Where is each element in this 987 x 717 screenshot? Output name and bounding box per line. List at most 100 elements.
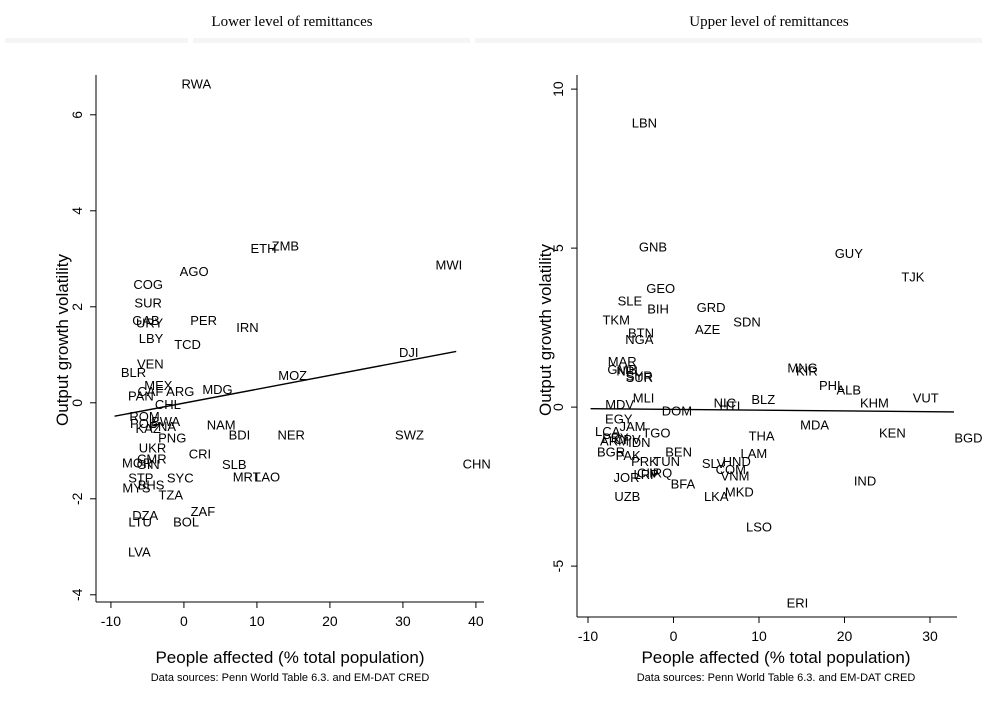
data-point-label: CMR <box>137 451 167 466</box>
data-point-label: SLE <box>618 294 643 309</box>
y-tick-label: 2 <box>69 303 85 311</box>
data-point-label: SYC <box>167 471 194 486</box>
data-point-label: TZA <box>158 487 183 502</box>
data-point-label: NIC <box>714 395 736 410</box>
data-point-label: KEN <box>879 426 906 441</box>
x-tick-label: 20 <box>837 628 853 644</box>
data-point-label: MYS <box>122 480 151 495</box>
data-point-label: SUR <box>134 295 161 310</box>
data-point-label: BGD <box>954 430 982 445</box>
fit-line <box>114 350 457 417</box>
data-point-label: GEO <box>646 281 675 296</box>
data-point-label: ARG <box>166 384 194 399</box>
data-point-label: COG <box>133 277 163 292</box>
data-point-label: BTN <box>628 325 654 340</box>
data-point-label: TJK <box>901 270 924 285</box>
data-point-label: LKA <box>704 489 729 504</box>
y-tick-label: 6 <box>69 111 85 119</box>
y-tick-label: -4 <box>69 588 85 601</box>
data-point-label: MLI <box>633 391 655 406</box>
data-point-label: BHS <box>138 477 165 492</box>
data-point-label: SYR <box>626 368 653 383</box>
data-point-label: CRI <box>189 447 211 462</box>
data-point-label: GMB <box>607 362 637 377</box>
x-tick-label: 40 <box>468 613 484 629</box>
data-point-label: AGO <box>180 264 209 279</box>
data-point-label: IDN <box>628 435 650 450</box>
data-point-label: MOR <box>122 455 152 470</box>
data-point-label: MRT <box>233 470 261 485</box>
x-tick-label: -10 <box>578 628 598 644</box>
data-point-label: MKD <box>725 484 754 499</box>
x-tick-label: -10 <box>101 613 121 629</box>
data-point-label: LBY <box>139 331 164 346</box>
data-point-label: MDV <box>605 397 634 412</box>
data-point-label: UKR <box>139 440 166 455</box>
data-point-label: CIV <box>637 465 659 480</box>
data-point-label: TUN <box>653 454 680 469</box>
data-point-label: MNG <box>787 360 817 375</box>
tick-group: -10 0 10 20 30 40 -4 -2 0 2 4 6 <box>69 111 484 629</box>
data-point-label: MWI <box>436 258 463 273</box>
x-axis-label: People affected (% total population) <box>155 648 424 667</box>
data-point-label: SLB <box>222 457 247 472</box>
data-point-label: KIR <box>796 364 818 379</box>
y-tick-label: 5 <box>550 244 566 252</box>
data-point-label: PNA <box>149 419 176 434</box>
x-tick-label: 10 <box>249 613 265 629</box>
data-point-label: ZAF <box>191 504 216 519</box>
data-point-label: ETH <box>250 241 276 256</box>
data-point-label: TCD <box>174 337 201 352</box>
x-tick-label: 30 <box>922 628 938 644</box>
title-band-left <box>5 38 188 43</box>
data-point-label: BGR <box>597 445 625 460</box>
data-point-label: KHM <box>860 395 889 410</box>
data-point-label: VEN <box>137 356 164 371</box>
data-point-label: CHN <box>463 456 491 471</box>
y-axis-label: Output growth volatility <box>536 244 555 416</box>
data-point-label: THA <box>749 429 775 444</box>
data-point-label: MAR <box>608 354 637 369</box>
data-point-label: VUT <box>913 391 939 406</box>
data-point-label: GNB <box>639 240 667 255</box>
title-band-mid <box>193 38 470 43</box>
data-point-label: GAB <box>132 313 159 328</box>
data-point-label: HTI <box>719 399 740 414</box>
data-point-label: POL <box>130 416 156 431</box>
data-point-label: LAO <box>254 470 280 485</box>
y-tick-label: 10 <box>550 81 566 97</box>
data-point-label: MEX <box>144 378 173 393</box>
x-tick-label: 30 <box>395 613 411 629</box>
data-point-label: PAN <box>128 389 154 404</box>
data-point-label: BEN <box>665 445 692 460</box>
data-point-label: IRN <box>236 320 258 335</box>
y-tick-label: -5 <box>550 560 566 573</box>
data-point-label: NAM <box>207 417 236 432</box>
data-point-label: NGA <box>625 332 654 347</box>
source-note: Data sources: Penn World Table 6.3. and … <box>637 672 916 684</box>
data-point-label: LSO <box>746 519 772 534</box>
source-note: Data sources: Penn World Table 6.3. and … <box>151 672 430 684</box>
data-point-label: STP <box>128 471 153 486</box>
y-tick-label: -2 <box>69 492 85 505</box>
data-point-label: GRD <box>697 300 726 315</box>
data-point-label: MDA <box>800 418 829 433</box>
data-point-label: DJI <box>399 345 419 360</box>
data-point-label: KAZ <box>136 421 161 436</box>
data-point-label: BOL <box>173 514 199 529</box>
data-point-label: GUY <box>835 246 864 261</box>
data-point-label: HND <box>723 454 751 469</box>
data-point-label: SUR <box>626 370 653 385</box>
data-point-label: PRY <box>602 430 629 445</box>
data-point-label: MDG <box>202 382 232 397</box>
data-point-label: CPV <box>614 432 641 447</box>
y-tick-label: 4 <box>69 207 85 215</box>
data-point-label: IRQ <box>649 465 672 480</box>
data-point-label: PRK <box>631 454 658 469</box>
data-point-label: LVA <box>128 545 151 560</box>
x-tick-label: 20 <box>322 613 338 629</box>
data-point-label: UZB <box>614 489 640 504</box>
x-axis-label: People affected (% total population) <box>641 648 910 667</box>
